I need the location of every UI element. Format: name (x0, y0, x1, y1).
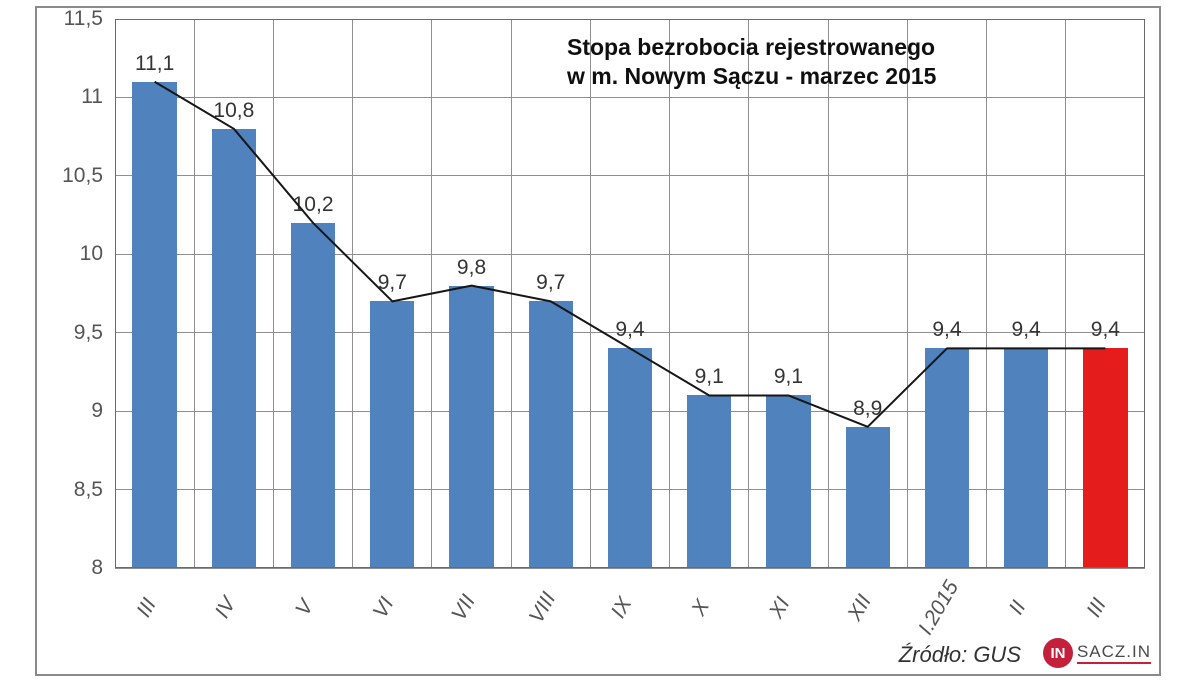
y-tick-label: 8,5 (74, 478, 115, 502)
bar-value-label: 9,8 (457, 256, 486, 280)
gridline-v (194, 19, 195, 568)
x-tick-label: III (132, 594, 162, 621)
x-tick-label: IX (607, 593, 638, 622)
gridline-v (590, 19, 591, 568)
logo-circle-text: IN (1050, 645, 1065, 662)
bar (608, 348, 652, 568)
y-tick-label: 11,5 (64, 7, 115, 31)
gridline-v (748, 19, 749, 568)
bar (846, 427, 890, 568)
y-tick-label: 9,5 (74, 321, 115, 345)
logo-brand-text: SACZ.IN (1077, 642, 1151, 664)
gridline-h (115, 175, 1145, 176)
bar (212, 129, 256, 568)
bar-value-label: 9,4 (1012, 318, 1041, 342)
y-tick-label: 10 (80, 242, 115, 266)
gridline-v (431, 19, 432, 568)
x-tick-label: XI (765, 593, 796, 622)
gridline-v (273, 19, 274, 568)
gridline-h (115, 19, 1145, 20)
bar-value-label: 9,1 (695, 365, 724, 389)
bar (529, 301, 573, 568)
gridline-v (511, 19, 512, 568)
bar (132, 82, 176, 568)
x-tick-label: VIII (524, 588, 561, 627)
bar-value-label: 9,4 (615, 318, 644, 342)
bar-value-label: 8,9 (853, 397, 882, 421)
gridline-v (828, 19, 829, 568)
gridline-v (669, 19, 670, 568)
bar-value-label: 10,2 (293, 193, 334, 217)
source-text: Źródło: GUS (899, 642, 1021, 668)
bar-value-label: 9,4 (932, 318, 961, 342)
bar (1083, 348, 1127, 568)
bar-value-label: 11,1 (135, 52, 174, 76)
bar-value-label: 9,7 (378, 271, 407, 295)
x-tick-label: XII (843, 591, 877, 625)
y-tick-label: 8 (91, 556, 115, 580)
bar (687, 395, 731, 568)
gridline-h (115, 97, 1145, 98)
bar (370, 301, 414, 568)
gridline-h (115, 254, 1145, 255)
chart-title-line1: Stopa bezrobocia rejestrowanego (567, 33, 936, 62)
bar-value-label: 9,1 (774, 365, 803, 389)
gridline-v (986, 19, 987, 568)
x-tick-label: V (291, 596, 319, 620)
bar-value-label: 9,7 (536, 271, 565, 295)
bar (291, 223, 335, 568)
x-tick-label: IV (210, 593, 241, 622)
x-tick-label: VII (447, 591, 481, 625)
y-tick-label: 10,5 (62, 164, 115, 188)
chart-title: Stopa bezrobocia rejestrowanego w m. Now… (567, 33, 936, 91)
y-tick-label: 11 (81, 85, 115, 109)
gridline-v (907, 19, 908, 568)
gridline-v (352, 19, 353, 568)
y-tick-label: 9 (91, 399, 115, 423)
gridline-v (1065, 19, 1066, 568)
chart-title-line2: w m. Nowym Sączu - marzec 2015 (567, 62, 936, 91)
x-tick-label: III (1083, 594, 1113, 621)
bar (1004, 348, 1048, 568)
x-tick-label: I.2015 (914, 577, 964, 640)
chart-container: 8 8,5 9 9,5 10 10,5 11 11,5 11,1 III 10,8 IV 10,2 V 9,… (35, 6, 1161, 676)
x-tick-label: X (687, 596, 715, 620)
x-tick-label: II (1005, 597, 1032, 619)
x-tick-label: VI (369, 593, 400, 622)
bar-value-label: 9,4 (1091, 318, 1120, 342)
brand-logo: IN SACZ.IN (1043, 638, 1151, 668)
logo-icon: IN (1043, 638, 1073, 668)
plot-area: 88,599,51010,51111,511,1III10,8IV10,2V9,… (115, 19, 1145, 568)
bar (449, 286, 493, 568)
bar (766, 395, 810, 568)
bar (925, 348, 969, 568)
bar-value-label: 10,8 (213, 99, 254, 123)
